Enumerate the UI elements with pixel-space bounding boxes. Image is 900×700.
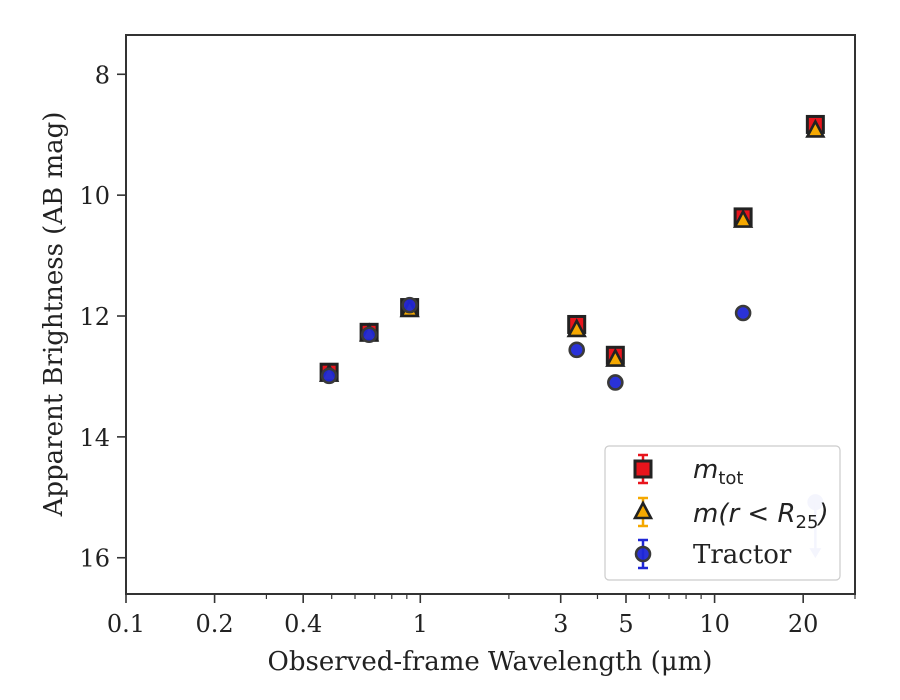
legend-marker: [634, 545, 652, 563]
legend-marker-triangle: [632, 496, 654, 528]
legend-markers: [632, 453, 654, 570]
circle-point: [734, 304, 752, 322]
x-tick-label: 0.4: [284, 610, 322, 638]
y-tick-label: 14: [79, 424, 110, 452]
y-axis-label: Apparent Brightness (AB mag): [39, 112, 69, 518]
x-tick-label: 5: [618, 610, 633, 638]
plot-frame: [125, 34, 856, 595]
x-axis-label: Observed-frame Wavelength (μm): [268, 647, 713, 677]
triangle-point: [605, 347, 626, 367]
y-tick-label: 10: [79, 182, 110, 210]
triangle-point: [805, 118, 826, 138]
legend-label-mtot: mtot: [693, 455, 743, 489]
legend: mtot m(r < R25) Tractor: [604, 445, 841, 581]
circle-point: [607, 374, 624, 391]
legend-label-tractor: Tractor: [693, 540, 792, 570]
x-tick-label: 3: [553, 610, 568, 638]
legend-label-mr25-main: m(r < R: [693, 499, 796, 529]
x-tick-label: 20: [788, 610, 819, 638]
legend-label-mr25-end: ): [816, 499, 828, 529]
legend-marker-square: [633, 453, 653, 485]
x-tick-label: 10: [699, 610, 730, 638]
legend-marker: [633, 459, 653, 479]
circle-point: [320, 367, 338, 385]
series-circle: [320, 296, 752, 391]
y-tick-label: 8: [95, 61, 110, 89]
legend-marker-circle: [634, 538, 652, 570]
circle-point: [360, 326, 378, 344]
x-tick-label: 1: [413, 610, 428, 638]
legend-marker: [632, 500, 654, 520]
legend-label-mtot-sub: tot: [718, 468, 743, 489]
triangle-point: [732, 208, 754, 228]
circle-point: [401, 296, 418, 314]
legend-box: [604, 445, 841, 581]
y-tick-label: 16: [79, 545, 110, 573]
triangle-point: [566, 318, 587, 338]
y-tick-label: 12: [79, 303, 110, 331]
legend-label-mr25: m(r < R25): [693, 499, 829, 533]
x-tick-label: 0.1: [107, 610, 145, 638]
legend-label-mr25-sub: 25: [796, 512, 819, 533]
legend-label-mtot-main: m: [693, 455, 718, 485]
circle-point: [568, 341, 586, 359]
x-tick-label: 0.2: [196, 610, 234, 638]
ticks: 0.1 0.2 0.4 1 3 5 10 20 8 10 12 14 16: [79, 61, 856, 638]
